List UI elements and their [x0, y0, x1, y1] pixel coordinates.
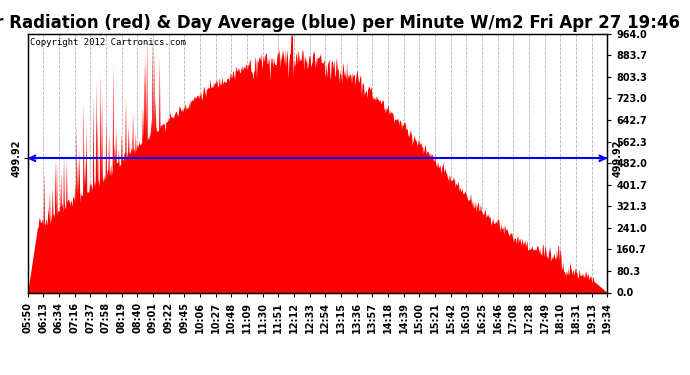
Text: 499.92: 499.92	[613, 140, 623, 177]
Text: 499.92: 499.92	[12, 140, 22, 177]
Title: Solar Radiation (red) & Day Average (blue) per Minute W/m2 Fri Apr 27 19:46: Solar Radiation (red) & Day Average (blu…	[0, 14, 680, 32]
Text: Copyright 2012 Cartronics.com: Copyright 2012 Cartronics.com	[30, 38, 186, 46]
